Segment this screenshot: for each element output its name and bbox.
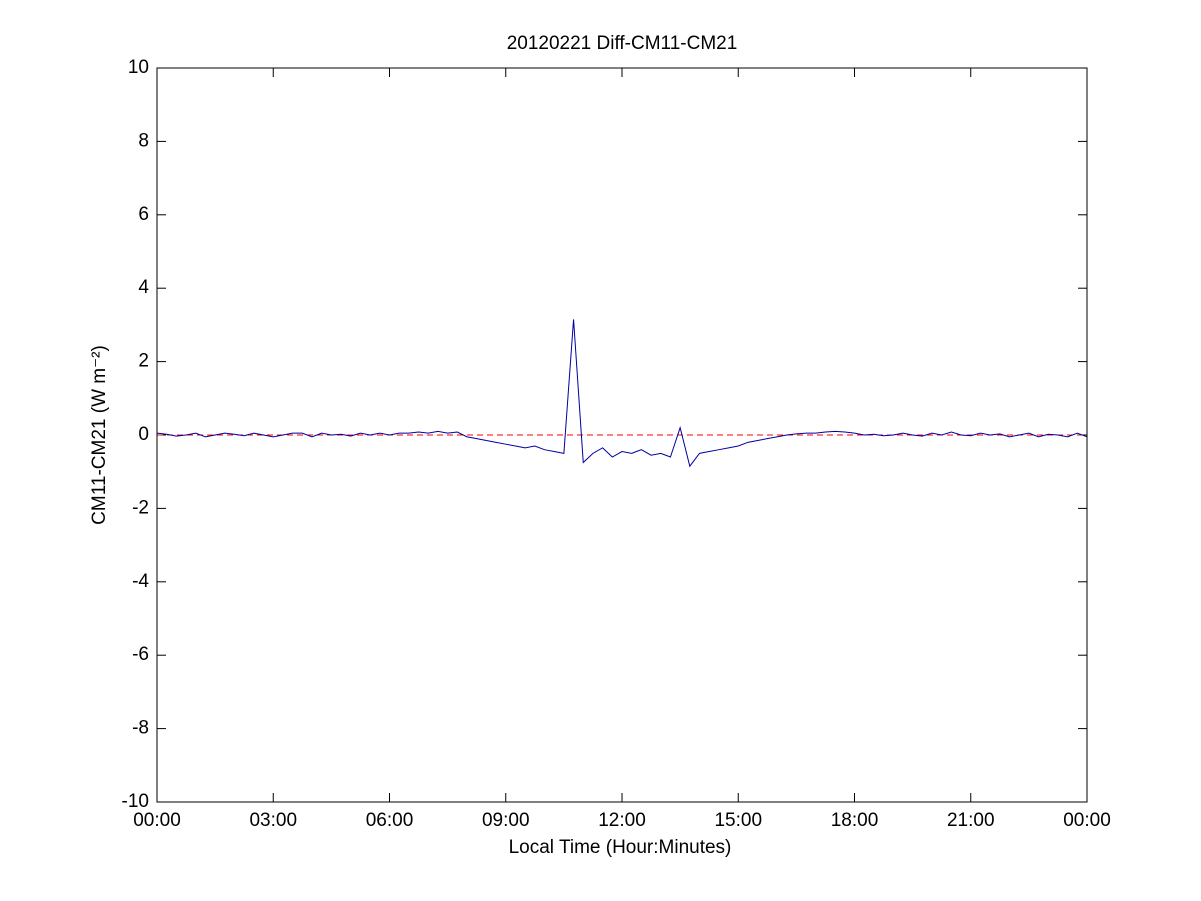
y-tick-label: 0 bbox=[138, 424, 149, 445]
x-tick-label: 15:00 bbox=[714, 810, 762, 831]
y-tick-label: -8 bbox=[132, 718, 149, 739]
x-tick-label: 12:00 bbox=[598, 810, 646, 831]
y-tick-label: 6 bbox=[138, 204, 149, 225]
chart-title: 20120221 Diff-CM11-CM21 bbox=[507, 33, 738, 54]
x-axis-label: Local Time (Hour:Minutes) bbox=[509, 837, 732, 858]
x-tick-label: 03:00 bbox=[249, 810, 297, 831]
x-tick-label: 21:00 bbox=[947, 810, 995, 831]
data-line bbox=[156, 319, 1088, 468]
y-tick-label: -2 bbox=[132, 497, 149, 518]
x-tick-label: 09:00 bbox=[482, 810, 530, 831]
y-tick-label: -4 bbox=[132, 571, 149, 592]
y-tick-label: 2 bbox=[138, 351, 149, 372]
y-tick-label: 8 bbox=[138, 130, 149, 151]
y-tick-label: 10 bbox=[128, 57, 149, 78]
x-tick-label: 00:00 bbox=[133, 810, 181, 831]
x-tick-label: 18:00 bbox=[831, 810, 879, 831]
y-tick-label: 4 bbox=[138, 277, 149, 298]
y-tick-label: -10 bbox=[122, 791, 149, 812]
y-tick-label: -6 bbox=[132, 644, 149, 665]
x-tick-label: 06:00 bbox=[366, 810, 414, 831]
x-tick-label: 00:00 bbox=[1063, 810, 1111, 831]
y-axis-label: CM11-CM21 (W m⁻²) bbox=[89, 345, 110, 525]
plot-frame bbox=[156, 67, 1088, 803]
